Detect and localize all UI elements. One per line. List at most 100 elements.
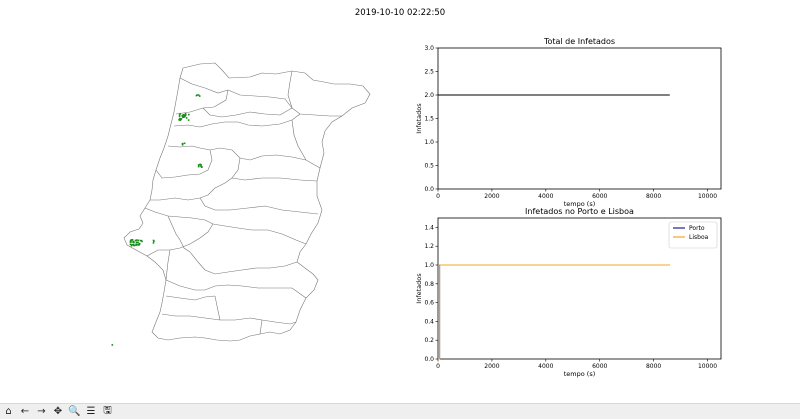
- infection-point: [181, 115, 183, 117]
- district-border: [259, 319, 263, 335]
- district-border: [202, 107, 293, 118]
- district-border: [144, 207, 214, 225]
- y-tick-label: 0.0: [424, 356, 434, 363]
- x-tick-label: 4000: [538, 363, 553, 370]
- infection-point: [135, 241, 138, 244]
- back-arrow-icon[interactable]: ←: [20, 406, 30, 417]
- district-border: [167, 215, 191, 253]
- district-border: [146, 223, 214, 257]
- infection-point: [152, 242, 155, 244]
- y-axis-label: Infetados: [415, 103, 423, 134]
- x-tick-label: 6000: [592, 193, 607, 200]
- infection-point: [181, 142, 184, 145]
- x-axis-label: tempo (s): [564, 370, 596, 378]
- x-tick-label: 10000: [698, 193, 717, 200]
- infection-point: [130, 239, 133, 241]
- infection-point: [187, 119, 190, 121]
- figure-svg: 2019-10-10 02:22:50: [111, 8, 722, 378]
- infection-point: [178, 115, 181, 118]
- infection-markers: [111, 94, 203, 346]
- infection-point: [198, 95, 201, 97]
- infection-point: [131, 239, 134, 241]
- district-border: [189, 251, 298, 275]
- district-border: [287, 70, 342, 117]
- y-tick-label: 1.5: [424, 116, 434, 123]
- infection-point: [138, 242, 141, 245]
- y-tick-label: 0.0: [424, 186, 434, 193]
- y-tick-label: 0.4: [424, 318, 434, 325]
- forward-arrow-icon[interactable]: →: [37, 406, 46, 417]
- y-tick-label: 0.2: [424, 337, 434, 344]
- y-tick-label: 1.2: [424, 243, 434, 250]
- infection-point: [136, 244, 139, 246]
- infection-point: [133, 244, 136, 247]
- infection-point: [111, 344, 114, 346]
- chart-title: Infetados no Porto e Lisboa: [525, 207, 634, 216]
- y-tick-label: 2.0: [424, 92, 434, 99]
- chart-title: Total de Infetados: [543, 37, 615, 46]
- save-icon[interactable]: 🖫: [103, 405, 112, 416]
- infection-point: [184, 113, 187, 116]
- infection-point: [180, 118, 182, 121]
- district-border: [231, 177, 318, 182]
- y-tick-label: 2.5: [424, 69, 434, 76]
- infection-point: [184, 115, 186, 117]
- infection-point: [197, 165, 200, 168]
- infection-point: [200, 163, 202, 166]
- infection-point: [183, 142, 186, 145]
- infection-point: [185, 117, 188, 119]
- district-border: [212, 223, 307, 245]
- infection-point: [182, 114, 185, 116]
- district-border: [161, 313, 297, 325]
- legend-entry: Porto: [689, 225, 705, 232]
- y-tick-label: 1.0: [424, 139, 434, 146]
- district-border: [175, 89, 229, 115]
- x-tick-label: 2000: [484, 193, 499, 200]
- plot-area: [437, 47, 722, 190]
- infection-point: [135, 239, 138, 241]
- infection-point: [179, 112, 181, 115]
- x-tick-label: 10000: [698, 363, 717, 370]
- infection-point: [138, 244, 140, 246]
- district-border: [291, 119, 307, 161]
- home-icon[interactable]: ⌂: [5, 406, 12, 417]
- series-line: [438, 264, 670, 360]
- district-border: [150, 157, 241, 201]
- infection-point: [139, 239, 142, 242]
- infection-point: [132, 244, 135, 246]
- infection-point: [195, 94, 198, 97]
- district-border: [167, 145, 321, 169]
- infection-point: [130, 244, 133, 247]
- x-tick-label: 4000: [538, 193, 553, 200]
- y-tick-label: 1.4: [424, 224, 434, 231]
- infection-point: [137, 241, 139, 244]
- infection-point: [130, 241, 132, 243]
- district-border: [214, 295, 221, 321]
- y-tick-label: 0.5: [424, 163, 434, 170]
- pan-icon[interactable]: ✥: [53, 406, 63, 417]
- navigation-toolbar: ⌂ ← → ✥ 🔍 ☰ 🖫: [0, 403, 800, 419]
- y-tick-label: 0.8: [424, 281, 434, 288]
- infection-point: [179, 117, 181, 120]
- infection-point: [198, 164, 200, 167]
- infection-point: [129, 243, 132, 246]
- infection-point: [133, 241, 135, 243]
- x-tick-label: 0: [436, 193, 440, 200]
- x-tick-label: 8000: [646, 193, 661, 200]
- legend-entry: Lisboa: [689, 234, 709, 241]
- infection-point: [201, 166, 203, 168]
- infection-point: [137, 239, 140, 242]
- figure-canvas: 2019-10-10 02:22:50: [111, 8, 722, 378]
- y-tick-label: 3.0: [424, 45, 434, 52]
- x-tick-label: 8000: [646, 363, 661, 370]
- district-border: [227, 89, 293, 109]
- figure-title: 2019-10-10 02:22:50: [355, 8, 445, 18]
- configure-subplots-icon[interactable]: ☰: [86, 406, 96, 417]
- zoom-icon[interactable]: 🔍: [68, 406, 81, 417]
- infection-point: [197, 94, 200, 96]
- infection-point: [200, 165, 202, 167]
- district-border: [155, 149, 213, 179]
- y-tick-label: 0.6: [424, 300, 434, 307]
- y-tick-label: 1.0: [424, 262, 434, 269]
- chart-porto-lisboa: Infetados no Porto e Lisboa tempo (s) Infe…: [415, 207, 722, 378]
